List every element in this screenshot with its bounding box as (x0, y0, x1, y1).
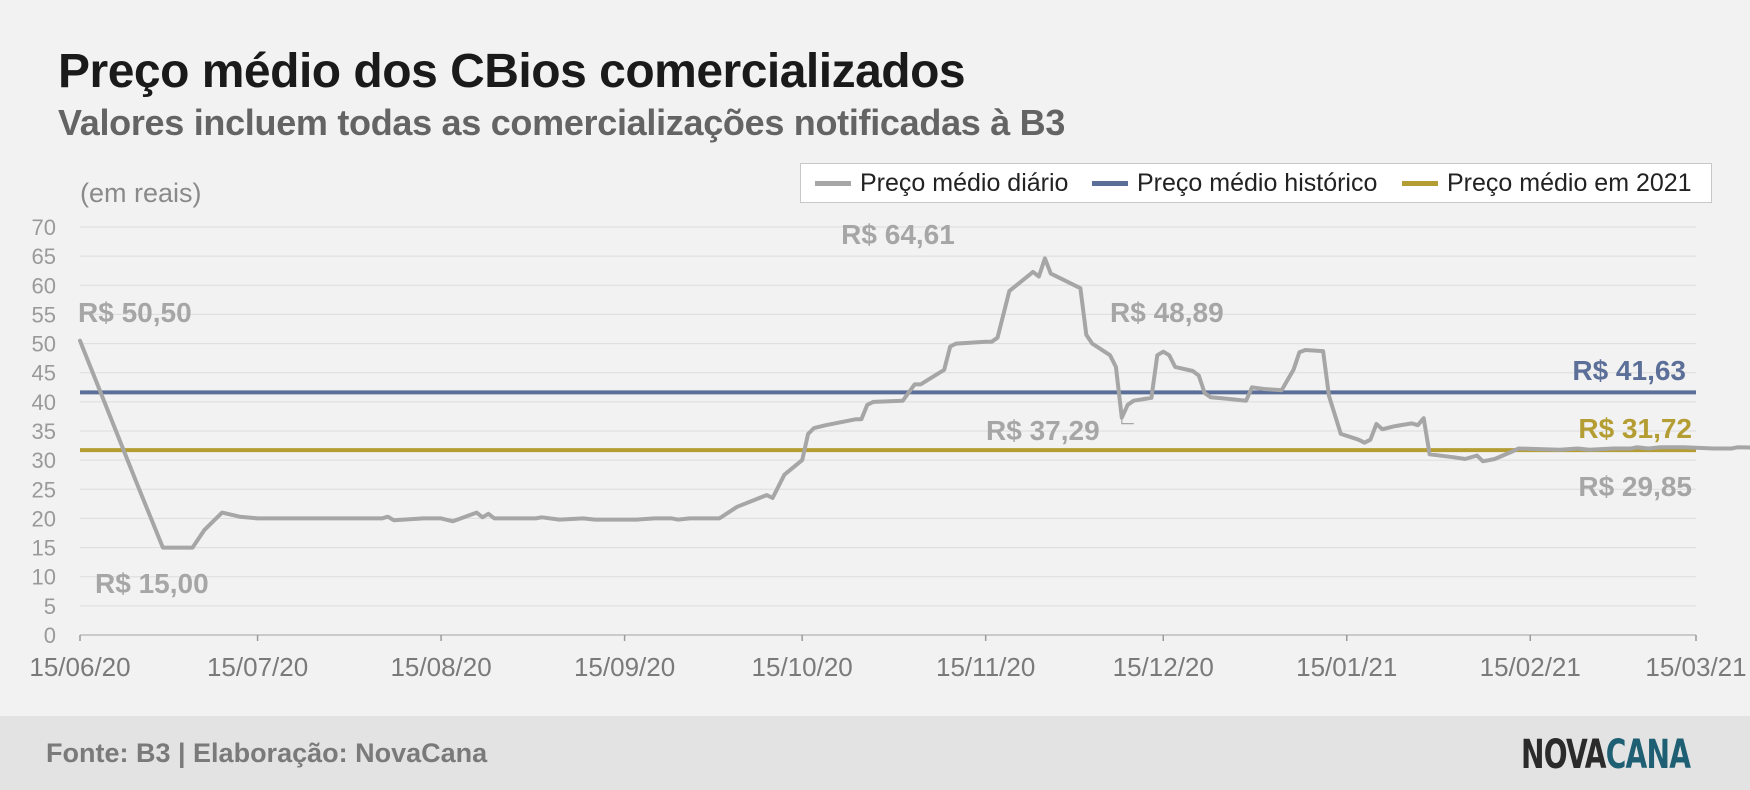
legend-label-2021: Preço médio em 2021 (1447, 168, 1692, 197)
source-text: Fonte: B3 | Elaboração: NovaCana (46, 738, 488, 768)
x-tick-label: 15/11/20 (936, 652, 1035, 682)
x-tick-label: 15/03/21 (1645, 652, 1746, 682)
y-tick-label: 25 (32, 477, 56, 502)
data-annotation: R$ 31,72 (1578, 413, 1692, 444)
x-tick-label: 15/09/20 (574, 652, 675, 682)
data-annotation: R$ 15,00 (95, 568, 209, 599)
x-tick-label: 15/06/20 (29, 652, 130, 682)
legend-label-daily: Preço médio diário (860, 168, 1069, 197)
y-tick-label: 35 (32, 419, 56, 444)
legend-label-historical: Preço médio histórico (1137, 168, 1378, 197)
y-tick-label: 40 (32, 390, 56, 415)
data-annotation: R$ 41,63 (1572, 355, 1686, 386)
legend-swatch-historical (1092, 180, 1128, 186)
x-tick-label: 15/10/20 (752, 652, 853, 682)
footer: Fonte: B3 | Elaboração: NovaCana NOVACAN… (0, 716, 1750, 790)
y-tick-label: 30 (32, 448, 56, 473)
legend-item-daily: Preço médio diário (815, 164, 1068, 202)
x-tick-label: 15/08/20 (390, 652, 491, 682)
novacana-logo: NOVACANA (1521, 732, 1691, 778)
x-tick-label: 15/12/20 (1113, 652, 1214, 682)
logo-part-nova: NOVA (1521, 732, 1607, 778)
y-tick-label: 0 (44, 623, 56, 648)
y-tick-label: 65 (32, 244, 56, 269)
legend-swatch-2021 (1402, 180, 1438, 186)
y-tick-label: 60 (32, 273, 56, 298)
y-tick-label: 70 (32, 215, 56, 240)
data-annotation: R$ 64,61 (841, 219, 955, 250)
y-tick-label: 10 (32, 565, 56, 590)
legend-item-2021: Preço médio em 2021 (1402, 164, 1692, 202)
y-tick-label: 45 (32, 361, 56, 386)
x-tick-label: 15/01/21 (1296, 652, 1397, 682)
data-annotation: R$ 50,50 (78, 297, 192, 328)
series-line-daily (78, 256, 1750, 550)
data-annotation: R$ 48,89 (1110, 297, 1224, 328)
data-annotation: R$ 29,85 (1578, 471, 1692, 502)
line-chart: 0 5 10 15 20 25 30 35 40 45 50 55 60 65 70 15/06/20 15/0… (29, 215, 1750, 682)
y-tick-label: 20 (32, 506, 56, 531)
y-tick-label: 5 (44, 594, 56, 619)
y-axis-unit-label: (em reais) (80, 178, 202, 208)
legend-item-historical: Preço médio histórico (1092, 164, 1377, 202)
data-annotation: R$ 37,29 (986, 415, 1100, 446)
x-tick-label: 15/07/20 (207, 652, 308, 682)
logo-part-cana: CANA (1605, 732, 1691, 778)
y-tick-label: 15 (32, 536, 56, 561)
chart-subtitle: Valores incluem todas as comercializaçõe… (58, 102, 1066, 143)
annotation-leader (1121, 417, 1134, 425)
x-tick-label: 15/02/21 (1480, 652, 1581, 682)
y-tick-label: 50 (32, 332, 56, 357)
y-tick-label: 55 (32, 302, 56, 327)
legend-swatch-daily (815, 180, 851, 186)
chart-legend: Preço médio diário Preço médio histórico… (800, 163, 1712, 203)
chart-title: Preço médio dos CBios comercializados (58, 45, 966, 98)
